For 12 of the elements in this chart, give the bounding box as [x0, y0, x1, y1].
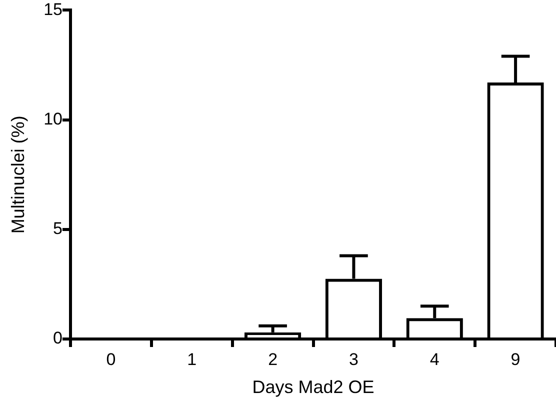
x-tick-label: 4 [430, 350, 440, 369]
y-tick-label: 10 [44, 109, 63, 128]
x-tick-label: 0 [106, 350, 116, 369]
y-tick-label: 5 [53, 219, 63, 238]
x-tick-label: 9 [510, 350, 520, 369]
x-tick-label: 3 [348, 350, 358, 369]
y-tick-label: 15 [44, 0, 63, 19]
x-tick-label: 2 [268, 350, 278, 369]
x-axis-title: Days Mad2 OE [252, 377, 374, 398]
y-axis-title: Multinuclei (%) [8, 116, 28, 234]
x-tick-label: 1 [187, 350, 197, 369]
y-tick-label: 0 [53, 328, 63, 348]
